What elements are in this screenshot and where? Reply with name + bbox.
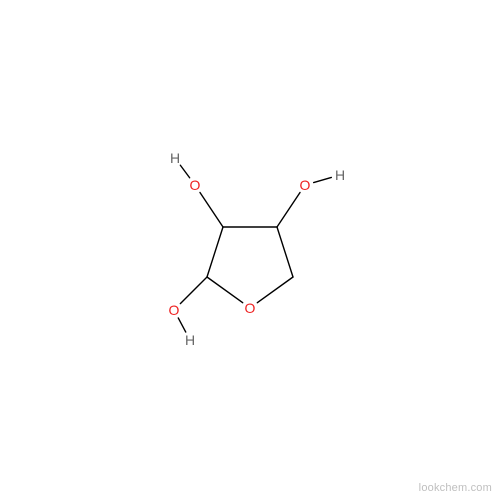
- atom-o: O: [300, 177, 311, 193]
- bond: [180, 277, 207, 304]
- atom-o: O: [190, 177, 201, 193]
- bond-layer: [0, 0, 500, 500]
- molecule-canvas: OOHOHOH: [0, 0, 500, 500]
- atom-h: H: [185, 332, 195, 348]
- bond: [200, 192, 223, 227]
- bond: [314, 177, 332, 182]
- bond: [207, 277, 243, 303]
- atom-h: H: [170, 150, 180, 166]
- atom-h: H: [335, 167, 345, 183]
- bond: [178, 318, 186, 332]
- bond: [257, 277, 293, 303]
- bond: [277, 227, 293, 277]
- atom-o: O: [169, 302, 180, 318]
- atom-o: O: [245, 300, 256, 316]
- bond: [207, 227, 223, 277]
- watermark-text: lookchem.com: [419, 482, 492, 494]
- bond: [277, 192, 300, 227]
- bond: [180, 165, 189, 178]
